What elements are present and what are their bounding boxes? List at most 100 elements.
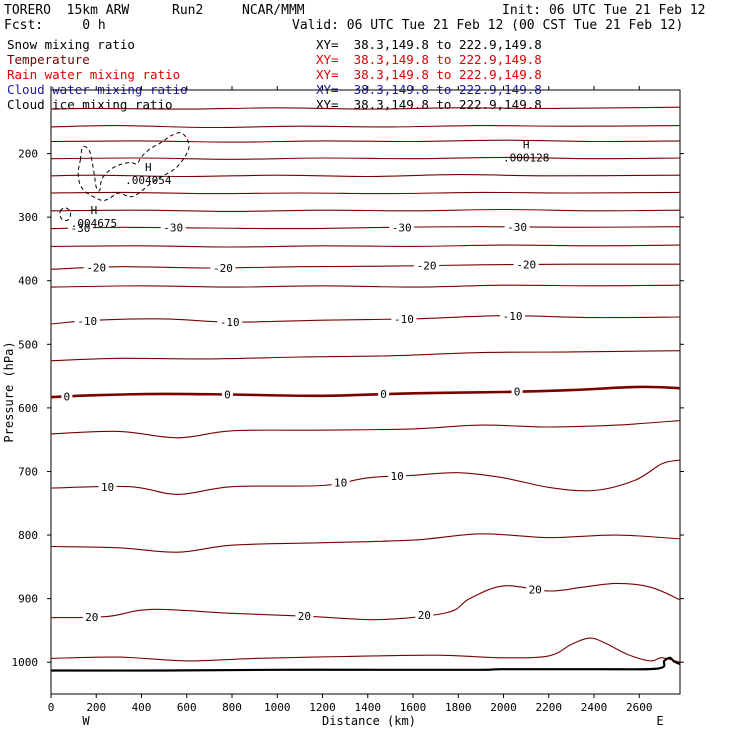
x-axis-label: Distance (km) <box>322 714 416 728</box>
isotherm-label-background <box>82 610 101 623</box>
x-tick-label: 0 <box>48 701 55 714</box>
y-tick-label: 1000 <box>12 656 39 669</box>
y-tick-label: 900 <box>18 593 38 606</box>
x-tick-label: 600 <box>177 701 197 714</box>
isotherm-line <box>50 263 681 270</box>
cloud-ice-max-marker: H <box>91 204 98 217</box>
isotherm-line <box>50 315 681 325</box>
cloud-ice-max-value: .000128 <box>503 152 549 165</box>
isotherm-line <box>50 350 681 362</box>
legend-snow-xy: XY= 38.3,149.8 to 222.9,149.8 <box>316 37 542 52</box>
x-tick-label: 400 <box>132 701 152 714</box>
isotherm-label-background <box>378 388 390 401</box>
isotherm-label: 0 <box>224 389 231 402</box>
isotherm-label-background <box>414 259 440 272</box>
legend-rain-water-xy: XY= 38.3,149.8 to 222.9,149.8 <box>316 67 542 82</box>
isotherm-label-background <box>415 608 434 621</box>
isotherm-label: 0 <box>380 388 387 401</box>
isotherm-label: -10 <box>394 313 414 326</box>
isotherm-label-background <box>513 258 539 271</box>
isotherm-label-background <box>500 309 526 322</box>
legend-temperature-xy: XY= 38.3,149.8 to 222.9,149.8 <box>316 52 542 67</box>
x-tick-label: 1000 <box>264 701 291 714</box>
isotherm-label-background <box>526 583 545 596</box>
x-tick-label: 1800 <box>445 701 472 714</box>
isotherm-label-background <box>388 470 407 483</box>
isotherm-label: 10 <box>391 470 404 483</box>
cloud-ice-max-value: .004054 <box>125 174 172 187</box>
y-tick-label: 500 <box>18 338 38 351</box>
x-axis-west-label: W <box>82 714 90 728</box>
x-tick-label: 2600 <box>626 701 653 714</box>
isotherm-label: -10 <box>220 316 240 329</box>
y-tick-label: 200 <box>18 148 38 161</box>
isotherm-line <box>50 174 681 178</box>
isotherm-label-background <box>67 222 93 235</box>
isotherm-label: 0 <box>64 390 71 403</box>
isotherm-label: -20 <box>213 262 233 275</box>
isotherm-label: -30 <box>507 221 527 234</box>
isotherm-line <box>50 125 681 129</box>
x-tick-label: 1200 <box>309 701 336 714</box>
x-tick-label: 2200 <box>536 701 563 714</box>
isotherm-label: 20 <box>529 583 542 596</box>
y-tick-label: 300 <box>18 211 38 224</box>
cloud-ice-contour <box>77 132 190 202</box>
isotherm-line <box>50 582 681 621</box>
isotherm-line <box>50 208 681 212</box>
isotherm-label: -20 <box>417 260 437 273</box>
plot-frame <box>50 89 681 695</box>
header-run: Run2 <box>172 3 204 18</box>
isotherm-label-background <box>221 388 233 401</box>
isotherm-line <box>50 244 681 248</box>
isotherm-label-background <box>210 261 236 274</box>
isotherm-label: -10 <box>503 310 523 323</box>
y-tick-label: 400 <box>18 275 38 288</box>
header-init: Init: 06 UTC Tue 21 Feb 12 <box>502 3 706 18</box>
x-axis-east-label: E <box>656 714 663 728</box>
isotherm-line <box>50 459 681 495</box>
isotherm-line <box>50 637 681 663</box>
isotherm-label-background <box>83 261 109 274</box>
cloud-ice-contours <box>59 132 190 222</box>
isotherm-line <box>50 226 681 230</box>
isotherm-label-background <box>504 220 530 233</box>
isotherm-label: -30 <box>163 222 183 235</box>
terrain-profile <box>50 656 681 672</box>
x-tick-label: 800 <box>222 701 242 714</box>
cloud-ice-contour <box>59 207 72 222</box>
contour-labels: -30 -30 -30 -30 -20 -20 -20 -20 -10 -10 -10 -10 0 0 0 0… <box>61 139 549 624</box>
legend-snow-mixing-ratio: Snow mixing ratio <box>7 37 135 52</box>
isotherm-line <box>50 385 681 399</box>
isotherm-label: -30 <box>70 222 90 235</box>
header-center: NCAR/MMM <box>242 3 305 18</box>
y-tick-label: 800 <box>18 529 38 542</box>
isotherm-label: -30 <box>392 221 412 234</box>
isotherm-label: -20 <box>516 259 536 272</box>
isotherm-line <box>50 106 681 110</box>
x-tick-label: 200 <box>86 701 106 714</box>
temperature-isotherms <box>50 106 681 663</box>
isotherm-line <box>50 420 681 439</box>
header-valid-time: Valid: 06 UTC Tue 21 Feb 12 (00 CST Tue … <box>292 18 684 33</box>
y-tick-label: 700 <box>18 465 38 478</box>
x-tick-label: 2400 <box>581 701 608 714</box>
isotherm-label-background <box>61 390 73 403</box>
isotherm-label-background <box>217 315 243 328</box>
y-axis-label: Pressure (hPa) <box>2 341 16 442</box>
axes: 0 200 400 600 800 1000 1200 1400 1600 1800 2000 220… <box>12 86 684 714</box>
isotherm-line <box>50 156 681 160</box>
legend-temperature: Temperature <box>7 52 90 67</box>
isotherm-label: 20 <box>418 609 431 622</box>
isotherm-label: 10 <box>101 481 114 494</box>
x-tick-label: 2000 <box>490 701 517 714</box>
isotherm-label-background <box>391 313 417 326</box>
header-forecast-hour: Fcst: 0 h <box>4 18 106 33</box>
cloud-ice-max-marker: H <box>523 139 530 152</box>
isotherm-line <box>50 533 681 553</box>
header-model: TORERO 15km ARW <box>4 3 130 18</box>
x-tick-label: 1600 <box>400 701 427 714</box>
isotherm-label-background <box>331 476 350 489</box>
isotherm-label-background <box>389 221 415 234</box>
